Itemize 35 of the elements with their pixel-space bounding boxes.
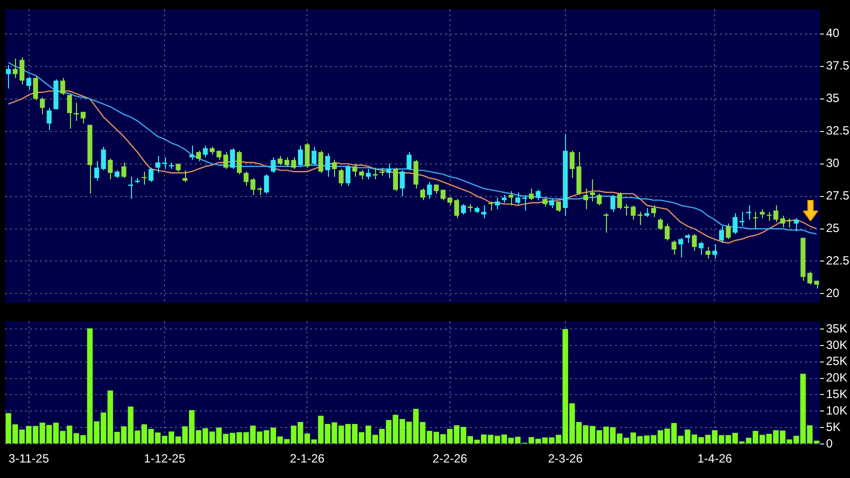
y-tick-label: 0 xyxy=(826,436,833,450)
y-tick-label: 15K xyxy=(826,387,848,402)
candlestick xyxy=(624,204,629,216)
y-tick-label: 37.5 xyxy=(826,58,850,73)
y-tick-label: 5K xyxy=(826,420,841,434)
y-tick-label: 10K xyxy=(826,403,848,418)
candlestick xyxy=(638,211,642,226)
candlestick xyxy=(134,178,140,184)
candlestick xyxy=(128,176,134,200)
x-tick-label: 1-4-26 xyxy=(697,452,732,466)
y-tick-label: 20K xyxy=(826,370,848,385)
candlestick xyxy=(168,162,174,170)
candlestick xyxy=(379,167,384,176)
y-tick-label: 25 xyxy=(826,221,840,236)
candlestick xyxy=(739,211,744,227)
x-tick-label: 2-3-26 xyxy=(548,452,583,466)
y-tick-label: 35K xyxy=(826,321,848,336)
y-tick-label: 40 xyxy=(826,26,840,40)
y-tick-label: 32.5 xyxy=(826,124,850,138)
y-tick-label: 20 xyxy=(826,286,840,300)
y-tick-label: 22.5 xyxy=(826,254,850,268)
y-tick-label: 35 xyxy=(826,91,840,106)
y-tick-label: 27.5 xyxy=(826,188,850,203)
x-tick-label: 1-12-25 xyxy=(144,452,186,466)
y-tick-label: 30 xyxy=(826,156,840,170)
x-tick-label: 2-1-26 xyxy=(290,452,325,466)
candlestick xyxy=(685,233,690,244)
x-tick-label: 2-2-26 xyxy=(432,452,468,466)
x-tick-label: 3-11-25 xyxy=(8,452,50,466)
candlestick xyxy=(522,194,528,212)
y-tick-label: 30K xyxy=(826,338,848,352)
candlestick xyxy=(644,207,650,218)
candlestick xyxy=(372,167,378,180)
y-tick-label: 25K xyxy=(826,354,848,368)
candlestick xyxy=(604,212,609,234)
